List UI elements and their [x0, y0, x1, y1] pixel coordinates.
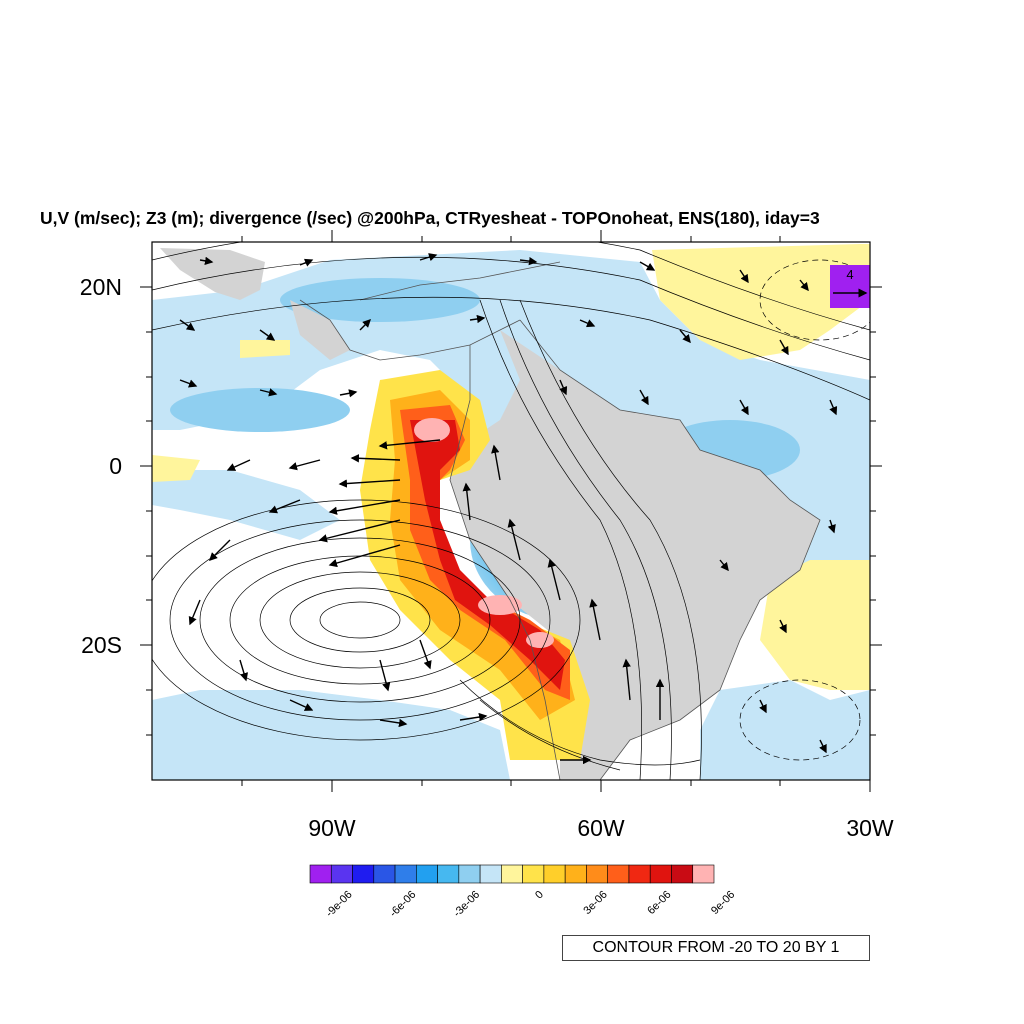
height-contours: [152, 242, 870, 780]
reference-vector: 4: [830, 265, 870, 308]
plot-title: U,V (m/sec); Z3 (m); divergence (/sec) @…: [40, 208, 820, 228]
colorbar-swatch: [330, 864, 353, 884]
colorbar-swatch: [586, 864, 608, 884]
positive-divergence-shading: [152, 244, 870, 690]
colorbar-label: 6e-06: [645, 889, 673, 917]
colorbar-swatch: [607, 864, 630, 884]
lat-label-20n: 20N: [80, 274, 122, 300]
colorbar-swatch: [692, 864, 715, 884]
lon-label-30w: 30W: [846, 815, 894, 841]
colorbar: -9e-06 -6e-06 -3e-06 0 3e-06 6e-06 9e-06: [309, 864, 737, 920]
colorbar-swatch: [501, 864, 523, 884]
colorbar-label: -9e-06: [324, 889, 355, 920]
colorbar-swatch: [309, 864, 332, 884]
wind-vectors: [179, 253, 838, 765]
colorbar-swatch: [352, 864, 375, 884]
colorbar-label: 3e-06: [581, 889, 609, 917]
colorbar-swatch: [543, 864, 566, 884]
map-field: [152, 242, 870, 780]
contour-info-box: CONTOUR FROM -20 TO 20 BY 1: [562, 935, 870, 961]
colorbar-swatch: [479, 864, 502, 884]
lat-label-0: 0: [109, 453, 122, 479]
colorbar-swatch: [394, 864, 417, 884]
reference-vector-box: [830, 265, 870, 308]
colorbar-swatch: [416, 864, 438, 884]
colorbar-label: -6e-06: [387, 889, 418, 920]
lon-label-60w: 60W: [577, 815, 625, 841]
colorbar-swatch: [373, 864, 396, 884]
colorbar-swatch: [437, 864, 460, 884]
colorbar-swatch: [628, 864, 651, 884]
colorbar-swatch: [564, 864, 587, 884]
colorbar-label: 0: [533, 889, 546, 902]
colorbar-label: -3e-06: [451, 889, 482, 920]
lat-label-20s: 20S: [81, 632, 122, 658]
reference-vector-label: 4: [846, 267, 853, 282]
colorbar-swatch: [649, 864, 672, 884]
colorbar-label: 9e-06: [709, 889, 737, 917]
coastlines: [299, 261, 821, 780]
colorbar-swatch: [458, 864, 481, 884]
colorbar-swatch: [522, 864, 545, 884]
land-shading: [160, 248, 820, 780]
lon-label-90w: 90W: [308, 815, 356, 841]
colorbar-swatch: [671, 864, 694, 884]
axis-ticks: [140, 230, 882, 792]
